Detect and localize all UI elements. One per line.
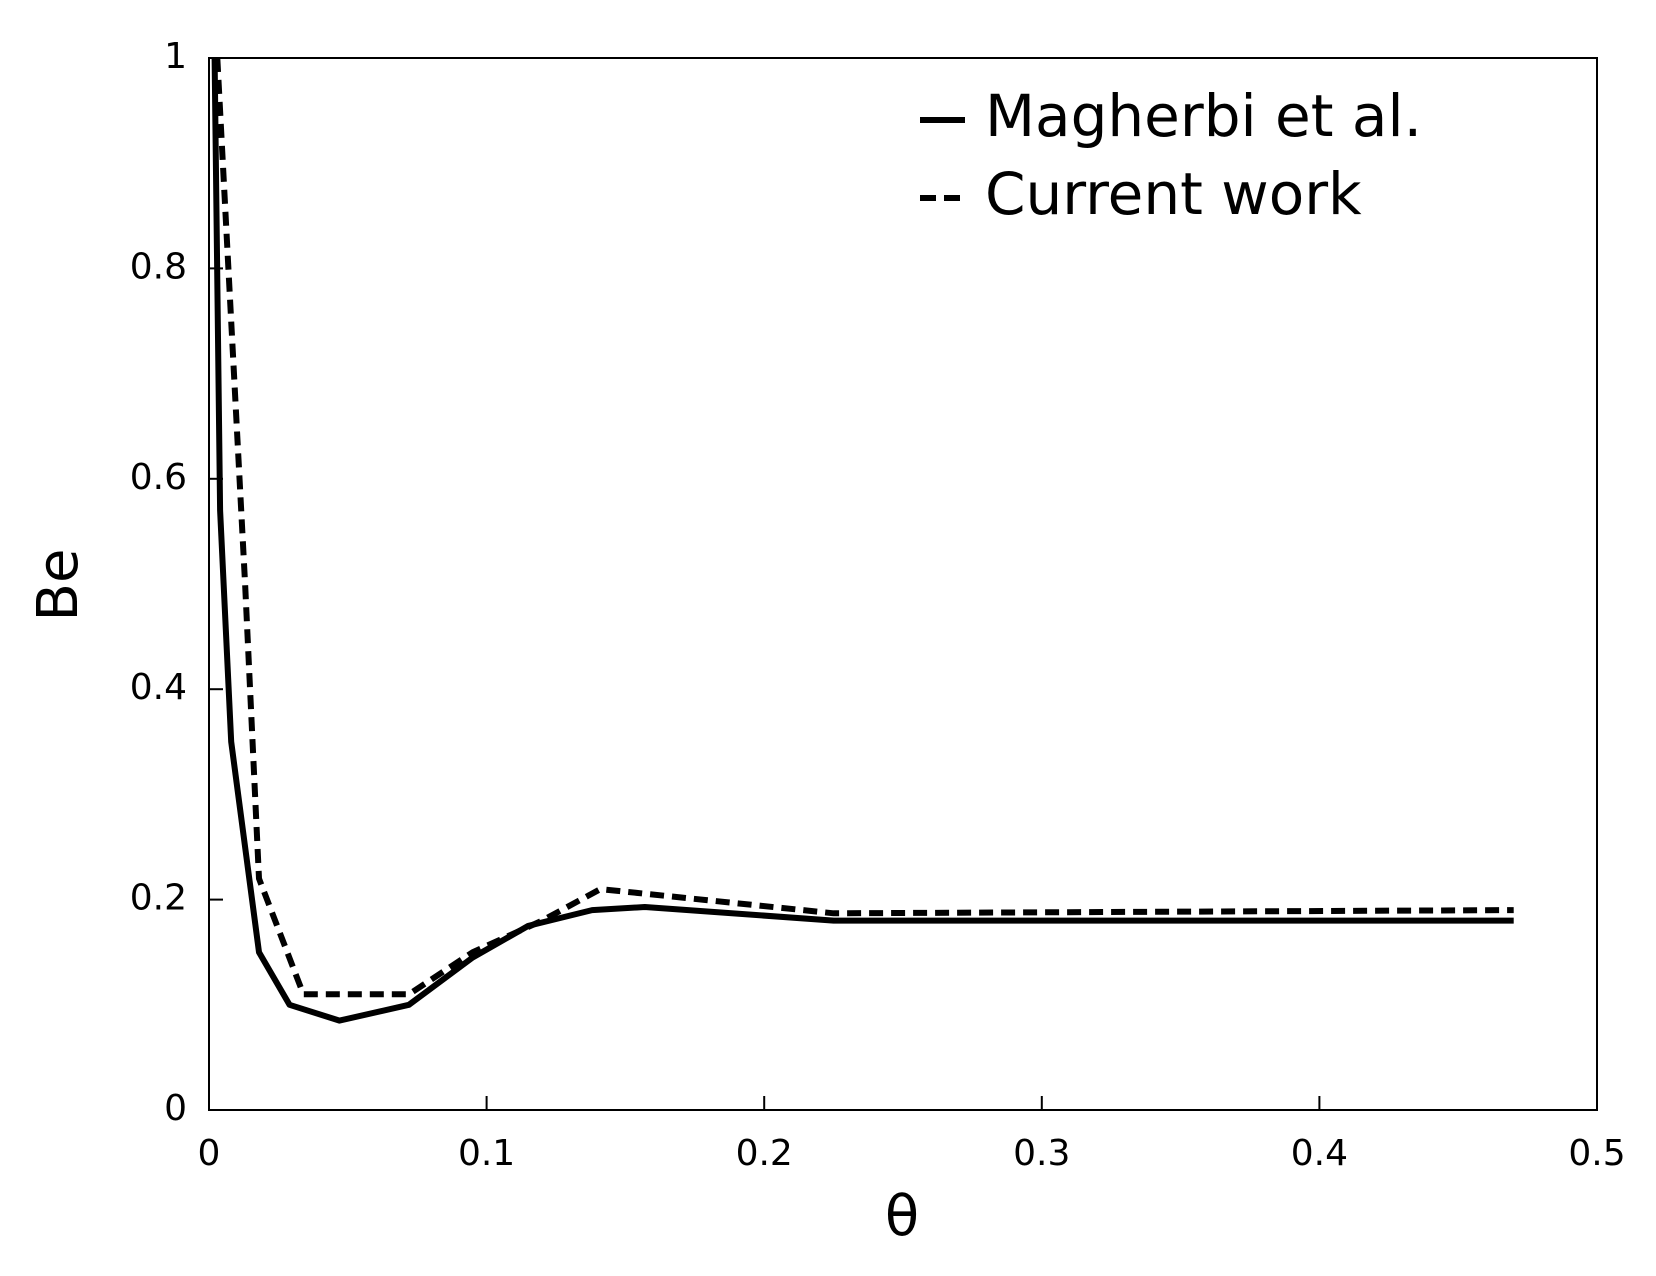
y-axis-label: Be: [26, 549, 91, 622]
y-tick-label: 1: [164, 36, 187, 77]
y-tick-label: 0.2: [130, 878, 187, 919]
x-tick-label: 0.4: [1291, 1133, 1348, 1174]
series-line: [214, 57, 1514, 998]
x-tick-label: 0.3: [1013, 1133, 1070, 1174]
y-tick-label: 0.4: [130, 667, 187, 708]
x-tick-label: 0: [198, 1133, 221, 1174]
x-tick-label: 0.1: [458, 1133, 515, 1174]
legend-label: Magherbi et al.: [985, 82, 1422, 150]
y-tick-label: 0.8: [130, 246, 187, 287]
y-tick-label: 0.6: [130, 457, 187, 498]
x-axis-label: θ: [885, 1184, 919, 1249]
series-line: [211, 57, 1514, 1024]
x-tick-label: 0.5: [1568, 1133, 1625, 1174]
y-tick-label: 0: [164, 1088, 187, 1129]
x-tick-label: 0.2: [736, 1133, 793, 1174]
plot-frame: [208, 57, 1598, 1111]
legend-label: Current work: [985, 160, 1362, 228]
